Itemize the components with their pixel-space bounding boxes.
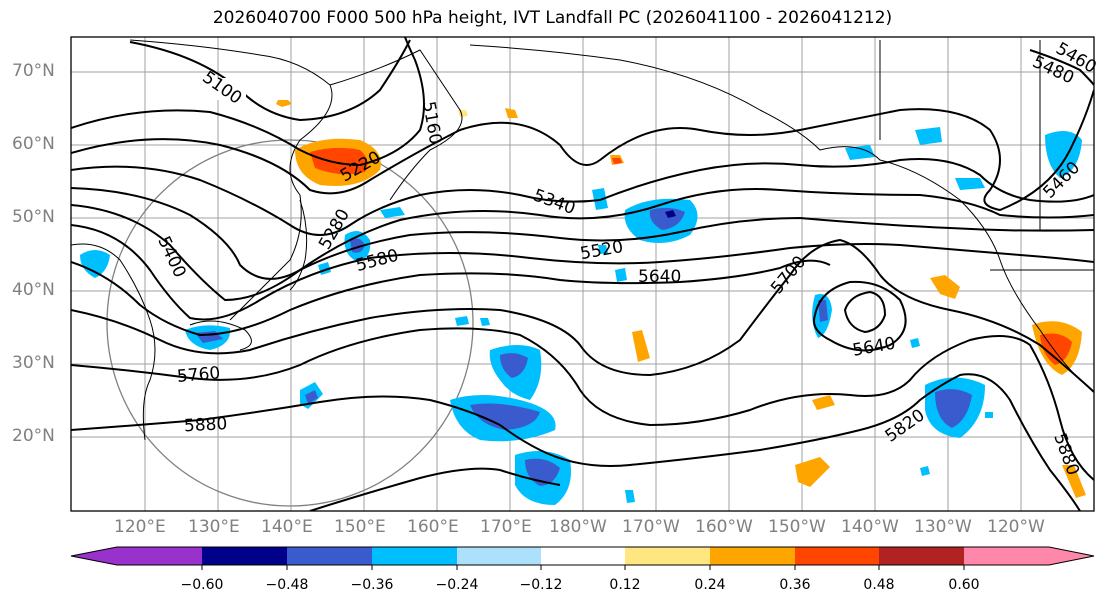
- colorbar-tick-label: 0.48: [863, 577, 895, 593]
- graticule: [71, 37, 1094, 511]
- colorbar: [70, 546, 1095, 570]
- contour-label: 5880: [184, 414, 228, 436]
- colorbar-swatch: [879, 547, 964, 565]
- height-contours: [71, 37, 1094, 511]
- landfall-region-circle: [106, 139, 474, 507]
- lon-label: 160°E: [407, 517, 459, 537]
- lat-label: 40°N: [12, 280, 55, 300]
- colorbar-swatch: [541, 547, 625, 565]
- lon-label: 140°E: [261, 517, 313, 537]
- lat-label: 50°N: [12, 207, 55, 227]
- lon-label: 120°W: [987, 517, 1045, 537]
- colorbar-extend-high: [1049, 547, 1094, 565]
- lon-label: 160°W: [695, 517, 753, 537]
- colorbar-tick-label: −0.48: [265, 577, 309, 593]
- lon-label: 180°W: [549, 517, 607, 537]
- map-frame: [70, 36, 1095, 512]
- colorbar-swatch: [202, 547, 287, 565]
- colorbar-tick-label: 0.36: [779, 577, 811, 593]
- colorbar-swatch: [372, 547, 457, 565]
- colorbar-extend-low: [71, 547, 117, 565]
- colorbar-tick-label: 0.12: [609, 577, 641, 593]
- lat-label: 70°N: [12, 61, 55, 81]
- lat-label: 20°N: [12, 426, 55, 446]
- colorbar-swatch: [457, 547, 541, 565]
- colorbar-swatch: [964, 547, 1049, 565]
- contour-label: 5640: [638, 267, 681, 287]
- colorbar-tick-label: −0.24: [435, 577, 479, 593]
- colorbar-swatch: [625, 547, 710, 565]
- colorbar-tick-label: 0.60: [948, 577, 980, 593]
- coastlines: [71, 39, 1094, 441]
- contour-label: 5760: [176, 363, 221, 387]
- lat-label: 30°N: [12, 353, 55, 373]
- lon-label: 170°E: [480, 517, 532, 537]
- lon-label: 140°W: [841, 517, 899, 537]
- lon-label: 120°E: [114, 517, 166, 537]
- colorbar-tick-label: −0.12: [519, 577, 563, 593]
- colorbar-swatch: [710, 547, 795, 565]
- lon-label: 170°W: [622, 517, 680, 537]
- lat-label: 60°N: [12, 134, 55, 154]
- colorbar-tick-label: −0.60: [180, 577, 224, 593]
- map-title: 2026040700 F000 500 hPa height, IVT Land…: [212, 8, 893, 28]
- colorbar-swatch: [117, 547, 202, 565]
- colorbar-tick-label: 0.24: [694, 577, 726, 593]
- lon-label: 150°W: [768, 517, 826, 537]
- lon-label: 130°E: [188, 517, 240, 537]
- colorbar-tick-label: −0.36: [350, 577, 394, 593]
- lon-label: 150°E: [334, 517, 386, 537]
- colorbar-swatch: [287, 547, 372, 565]
- lon-label: 130°W: [914, 517, 972, 537]
- colorbar-swatch: [795, 547, 879, 565]
